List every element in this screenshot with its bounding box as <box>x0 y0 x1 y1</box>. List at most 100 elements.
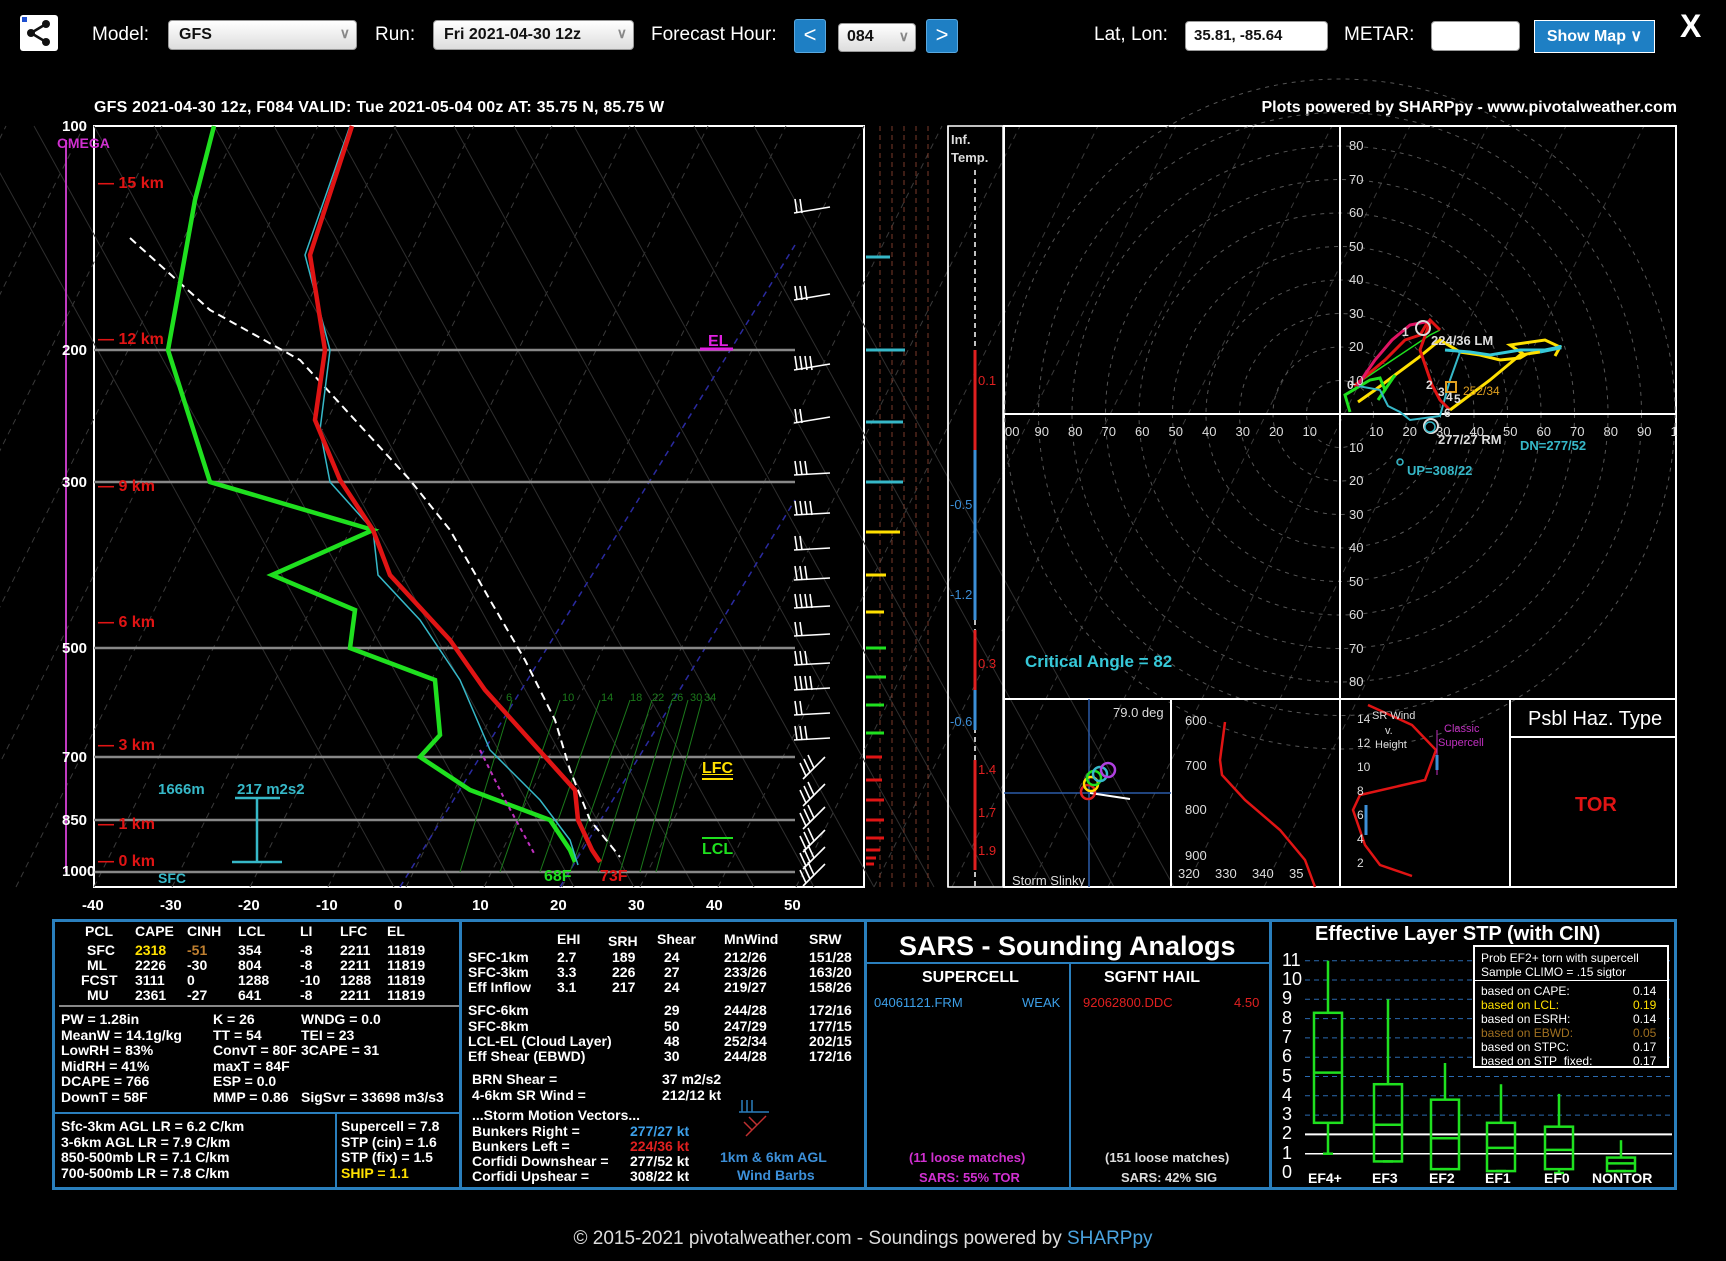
show-map-button[interactable]: Show Map ∨ <box>1534 20 1655 53</box>
parcel-table-cell: 641 <box>238 987 262 1003</box>
isotherm-line <box>1029 125 1411 888</box>
hodo-x-tick: 40 <box>1202 424 1217 439</box>
inferred-temp-value: -1.2 <box>950 587 973 602</box>
model-select-value: GFS <box>179 26 212 43</box>
stp-y-tick: 1 <box>1282 1142 1293 1163</box>
kinematic-table-cell: 163/20 <box>809 964 852 980</box>
hodo-ring-label: 80 <box>1349 138 1364 153</box>
lapse-rate-value: 3-6km AGL LR = 7.9 C/km <box>61 1133 231 1150</box>
hodo-ring-label: 40 <box>1349 272 1364 287</box>
hodo-ring-label: 40 <box>1349 540 1364 555</box>
height-label: — 9 km <box>98 478 155 495</box>
parcel-table-cell: 0 <box>187 972 195 988</box>
isotherm-line <box>1263 125 1645 888</box>
stp-box <box>1485 1084 1517 1173</box>
kinematic-table-cell: 3.1 <box>557 979 577 995</box>
composite-index: STP (cin) = 1.6 <box>341 1133 437 1150</box>
hodo-trace-green <box>1343 374 1397 413</box>
stp-category-label: EF1 <box>1485 1170 1511 1186</box>
hodo-x-tick: 1 <box>1670 424 1678 439</box>
kinematic-table-header: MnWind <box>724 931 779 947</box>
hodo-x-tick: 20 <box>1402 424 1417 439</box>
kinematic-table-cell: 151/28 <box>809 949 852 965</box>
lcl-label: LCL <box>702 841 734 858</box>
stp-category-label: EF0 <box>1544 1170 1570 1186</box>
parcel-table-cell: 1288 <box>340 972 372 988</box>
divider <box>1475 980 1667 981</box>
run-select[interactable]: Fri 2021-04-30 12z ∨ <box>433 20 634 50</box>
close-button[interactable]: X <box>1680 8 1702 44</box>
theta-x-tick: 320 <box>1178 866 1200 881</box>
hodo-x-tick: 00 <box>1005 424 1020 439</box>
kinematic-table-cell: 252/34 <box>724 1033 767 1049</box>
height-label: — 6 km <box>98 614 155 631</box>
latlon-input[interactable]: 35.81, -85.64 <box>1185 21 1328 51</box>
hodo-trace-cyan-2 <box>1539 345 1562 354</box>
temperature-tick: 50 <box>784 897 801 914</box>
forecast-hour-select[interactable]: 084 ∨ <box>838 23 916 52</box>
isotherm-line <box>1107 125 1489 888</box>
hodo-height-point: 2 <box>1426 378 1433 392</box>
supercell-prob: SARS: 55% TOR <box>919 1170 1020 1185</box>
stp-y-tick: 7 <box>1282 1026 1293 1047</box>
parcel-table-cell: -51 <box>187 942 208 958</box>
isotherm-line <box>951 125 1333 888</box>
stp-category-label: NONTOR <box>1592 1170 1653 1186</box>
model-select[interactable]: GFS ∨ <box>168 20 357 50</box>
hodo-ring-label: 30 <box>1349 305 1364 321</box>
kinematic-table-cell: LCL-EL (Cloud Layer) <box>468 1033 612 1049</box>
share-button[interactable] <box>20 15 58 51</box>
parcel-table-cell: 2318 <box>135 942 167 958</box>
supercell-loose-matches: (11 loose matches) <box>909 1150 1026 1165</box>
sfc-label: SFC <box>158 870 186 886</box>
stp-box <box>1605 1140 1637 1173</box>
kinematic-table-header: Shear <box>657 931 696 947</box>
index-value: MMP = 0.86 <box>213 1088 289 1105</box>
kinematic-table-cell: Eff Inflow <box>468 979 531 995</box>
supercell-match[interactable]: 04061121.FRM <box>874 995 963 1010</box>
isotherm-line <box>561 125 943 888</box>
temperature-tick: -30 <box>160 897 182 914</box>
lapse-rate-value: 850-500mb LR = 7.1 C/km <box>61 1149 230 1165</box>
parcel-table-cell: -30 <box>187 957 208 973</box>
run-select-value: Fri 2021-04-30 12z <box>444 26 581 43</box>
hail-match[interactable]: 92062800.DDC <box>1083 995 1173 1010</box>
index-value: SigSvr = 33698 m3/s3 <box>301 1088 444 1105</box>
hodo-ring-label: 20 <box>1349 339 1364 354</box>
inflow-depth-label: 1666m <box>158 781 205 798</box>
stp-box <box>1372 999 1404 1163</box>
wind-barb <box>799 861 826 887</box>
prev-hour-button[interactable]: < <box>794 19 826 53</box>
wetbulb-trace <box>304 125 579 866</box>
parcel-table-cell: SFC <box>87 942 115 958</box>
theta-y-tick: 900 <box>1185 848 1207 863</box>
sharppy-link[interactable]: SHARPpy <box>1067 1228 1153 1249</box>
wind-barb <box>793 408 831 424</box>
inferred-temp-value: 0.1 <box>978 373 997 388</box>
dry-adiabat <box>573 125 995 888</box>
next-hour-button[interactable]: > <box>926 19 958 53</box>
skewt-frame <box>93 125 865 888</box>
isotherm-line <box>0 125 241 608</box>
isotherm-line <box>639 125 1021 888</box>
wind-barb <box>793 565 831 581</box>
stp-category-label: EF3 <box>1372 1170 1398 1186</box>
hodo-x-tick: 90 <box>1034 424 1049 439</box>
wind-barb <box>793 198 831 214</box>
dry-adiabat <box>693 125 1115 888</box>
critical-angle-label: Critical Angle = 82 <box>1025 652 1173 671</box>
index-value: DownT = 58F <box>61 1088 148 1105</box>
barbs-label-2: Wind Barbs <box>737 1167 815 1183</box>
dry-adiabat <box>33 125 455 888</box>
index-value: 3CAPE = 31 <box>301 1042 380 1058</box>
hodo-ring-label: 80 <box>1349 674 1364 689</box>
stp-box <box>1312 960 1344 1155</box>
srwind-y-tick: 2 <box>1357 856 1364 870</box>
sr46-label: 4-6km SR Wind = <box>472 1087 586 1103</box>
metar-input[interactable] <box>1431 21 1520 51</box>
kinematic-table-cell: SFC-1km <box>468 949 529 965</box>
inferred-temp-value: 1.9 <box>978 843 997 858</box>
wind-barb <box>793 535 831 551</box>
kinematic-table-header: SRW <box>809 931 842 947</box>
dry-adiabat <box>633 125 1055 888</box>
